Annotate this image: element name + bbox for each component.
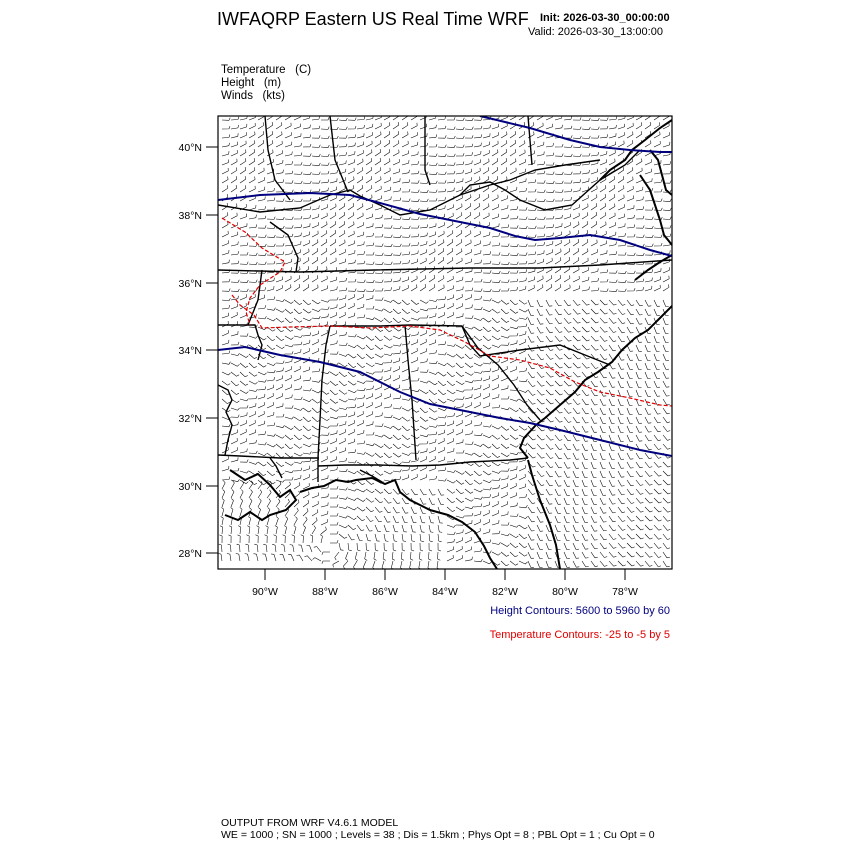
state-borders: [218, 116, 672, 483]
init-time: Init: 2026-03-30_00:00:00: [540, 12, 670, 24]
wind-barbs: [218, 116, 672, 569]
lat-label-30: 30°N: [179, 481, 202, 493]
lat-label-38: 38°N: [179, 210, 202, 222]
field-height-unit: (m): [263, 77, 282, 89]
footer-settings: WE = 1000 ; SN = 1000 ; Levels = 38 ; Di…: [221, 829, 655, 841]
height-contour-3: [218, 345, 672, 457]
temperature-contour-2: [231, 294, 672, 407]
lat-label-32: 32°N: [179, 413, 202, 425]
lat-label-40: 40°N: [179, 142, 202, 154]
lon-ticks: [264, 569, 626, 580]
height-contour-1: [479, 116, 672, 153]
coastline: [224, 119, 672, 569]
field-height-label: Height: [221, 77, 255, 89]
lon-label-90: 90°W: [252, 586, 278, 598]
field-temperature-unit: (C): [295, 64, 312, 76]
lat-ticks: [206, 146, 218, 554]
lon-label-78: 78°W: [612, 586, 638, 598]
footer-model: OUTPUT FROM WRF V4.6.1 MODEL: [221, 817, 399, 829]
lon-label-86: 86°W: [372, 586, 398, 598]
lon-label-84: 84°W: [432, 586, 458, 598]
field-height: Height (m): [221, 77, 281, 90]
map-frame: [217, 115, 673, 570]
temperature-contour-note: Temperature Contours: -25 to -5 by 5: [489, 629, 670, 641]
lat-label-36: 36°N: [179, 278, 202, 290]
map-title: IWFAQRP Eastern US Real Time WRF: [217, 9, 529, 29]
valid-time: Valid: 2026-03-30_13:00:00: [528, 26, 663, 38]
wind-barb-field: [218, 116, 672, 569]
field-temperature-label: Temperature: [221, 64, 286, 76]
lon-label-82: 82°W: [492, 586, 518, 598]
height-contour-2: [218, 191, 672, 257]
lat-label-34: 34°N: [179, 345, 202, 357]
lat-label-28: 28°N: [179, 548, 202, 560]
temperature-contour-1: [221, 217, 286, 326]
height-contour-note: Height Contours: 5600 to 5960 by 60: [490, 605, 670, 617]
lon-label-80: 80°W: [552, 586, 578, 598]
field-winds: Winds (kts): [221, 90, 285, 103]
lon-label-88: 88°W: [312, 586, 338, 598]
field-temperature: Temperature (C): [221, 64, 311, 77]
field-winds-label: Winds: [221, 90, 253, 102]
field-winds-unit: (kts): [262, 90, 285, 102]
